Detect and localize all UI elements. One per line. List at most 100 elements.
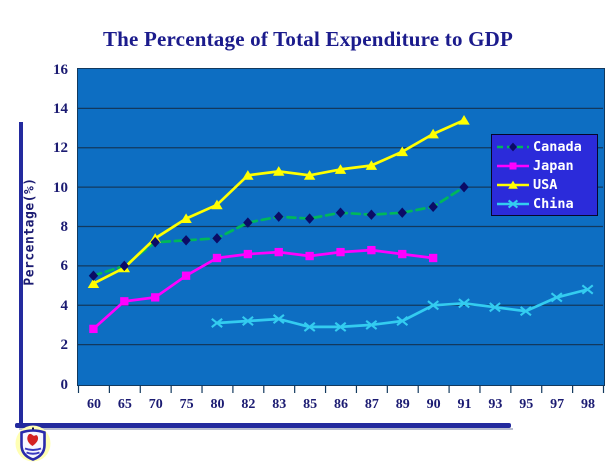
marker-x [365,319,378,330]
marker-square [89,324,98,334]
marker-square [274,247,283,257]
marker-square [212,253,222,263]
marker-x [458,298,470,309]
marker-diamond [304,213,315,224]
x-tick-label: 75 [179,397,194,412]
marker-triangle [334,164,347,174]
series-line-japan [92,248,435,331]
marker-triangle [242,170,254,180]
marker-x [396,316,409,326]
marker-diamond [459,181,469,193]
marker-x [427,300,440,311]
marker-diamond [119,260,130,272]
marker-diamond [181,235,191,246]
marker-square [305,251,314,261]
legend-line-sample-china [497,199,529,208]
marker-x [581,284,594,295]
y-tick-label: 0 [60,376,69,393]
x-tick-label: 83 [272,397,287,412]
marker-diamond [335,207,346,218]
marker-x [211,317,223,328]
marker-square [509,161,517,170]
legend-label-usa: USA [533,176,558,193]
legend-item-china: China [495,197,594,211]
x-tick-label: 87 [364,397,379,412]
y-tick-label: 12 [53,140,68,157]
legend-label-japan: Japan [533,157,574,174]
marker-square [336,247,345,257]
marker-x [507,199,519,208]
x-tick-label: 82 [241,397,256,412]
y-tick-label: 8 [60,219,69,235]
x-tick-label: 80 [210,397,225,412]
decorative-horizontal-line [15,423,511,428]
marker-square [428,253,438,263]
marker-diamond [243,217,253,228]
school-crest-logo [15,425,51,462]
legend-line-sample-canada [497,142,529,151]
marker-triangle [180,213,192,224]
marker-x [550,292,563,303]
marker-x [303,321,316,332]
marker-diamond [274,211,284,222]
y-tick-label: 10 [53,179,68,196]
legend-line-sample-japan [497,161,529,170]
marker-square [151,293,160,302]
marker-triangle [396,146,408,157]
crest-red-figure [27,433,39,446]
marker-diamond [397,207,407,218]
marker-square [181,271,191,280]
legend-item-canada: Canada [495,140,594,154]
crest-wave-1 [24,447,42,451]
marker-square [398,249,407,259]
marker-triangle [427,128,439,139]
decorative-line-shadow [19,428,513,430]
marker-x [519,306,532,317]
page-title: The Percentage of Total Expenditure to G… [102,27,514,51]
legend-line-sample-usa [497,180,529,189]
x-tick-label: 91 [457,397,472,412]
legend-item-japan: Japan [495,159,594,173]
marker-diamond [88,270,99,281]
x-tick-label: 85 [303,397,318,412]
x-tick-label: 60 [86,397,101,412]
marker-x [241,316,254,326]
marker-square [243,249,253,259]
y-tick-label: 14 [53,100,68,117]
marker-diamond [366,209,377,220]
x-tick-label: 90 [426,397,441,412]
y-tick-label: 2 [60,337,69,354]
x-tick-label: 86 [333,397,348,412]
legend-label-china: China [533,195,574,212]
marker-diamond [150,237,160,248]
legend-label-canada: Canada [533,138,582,155]
marker-triangle [211,199,223,210]
y-tick-label: 4 [60,297,69,314]
chart-canvas [78,107,603,346]
x-tick-label: 95 [519,397,534,412]
y-tick-label: 6 [60,258,69,275]
series-line-canada [92,185,466,278]
chart-legend: Canada Japan USA China [491,134,598,216]
marker-triangle [303,170,316,180]
decorative-vertical-line [19,122,23,428]
marker-square [367,245,376,255]
x-tick-label: 93 [488,397,503,412]
x-axis-tick-marks [77,385,605,393]
x-tick-label: 98 [581,397,596,412]
marker-x [489,302,501,313]
chart-plot-area [77,68,605,386]
x-tick-label: 70 [148,397,163,412]
marker-x [334,321,347,332]
crest-wave-2 [26,451,40,455]
series-line-usa [92,118,466,285]
marker-diamond [212,233,222,244]
marker-triangle [87,278,100,289]
marker-triangle [365,160,378,170]
marker-triangle [273,166,285,176]
y-tick-label: 16 [53,61,68,78]
x-tick-label: 65 [117,397,132,412]
marker-square [120,297,129,306]
marker-triangle [508,180,518,189]
